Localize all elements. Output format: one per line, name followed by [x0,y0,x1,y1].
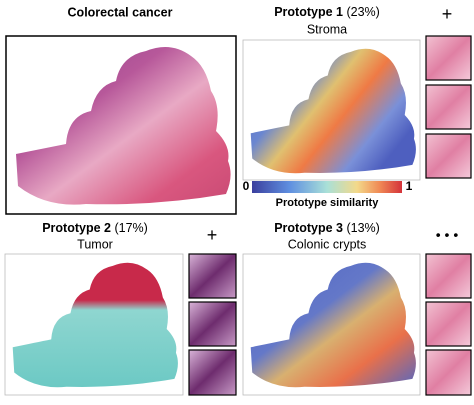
thumbnails [188,253,237,396]
panel-label: Stroma [307,22,347,36]
thumbnail [425,133,472,179]
thumbnails [425,253,472,396]
panel-marker: • • • [436,227,459,243]
colorbar-label: Prototype similarity [276,197,380,209]
panel-title: Colorectal cancer [68,5,173,19]
thumbnails [425,35,472,179]
thumbnail [188,253,237,299]
colorbar [252,181,402,193]
thumbnail [425,35,472,81]
panel-label: Colonic crypts [288,237,367,251]
thumbnail [425,84,472,130]
panel-title: Prototype 3 (13%) [274,221,380,235]
panel-title: Prototype 2 (17%) [42,221,148,235]
colorbar-max: 1 [406,179,413,193]
thumbnail [188,301,237,347]
panel-title: Prototype 1 (23%) [274,5,380,19]
thumbnail [188,349,237,396]
panel-marker: + [207,225,218,245]
thumbnail [425,301,472,347]
colorbar-min: 0 [243,179,250,193]
panel-label: Tumor [77,237,113,251]
panel-marker: + [442,4,453,24]
thumbnail [425,349,472,396]
thumbnail [425,253,472,299]
